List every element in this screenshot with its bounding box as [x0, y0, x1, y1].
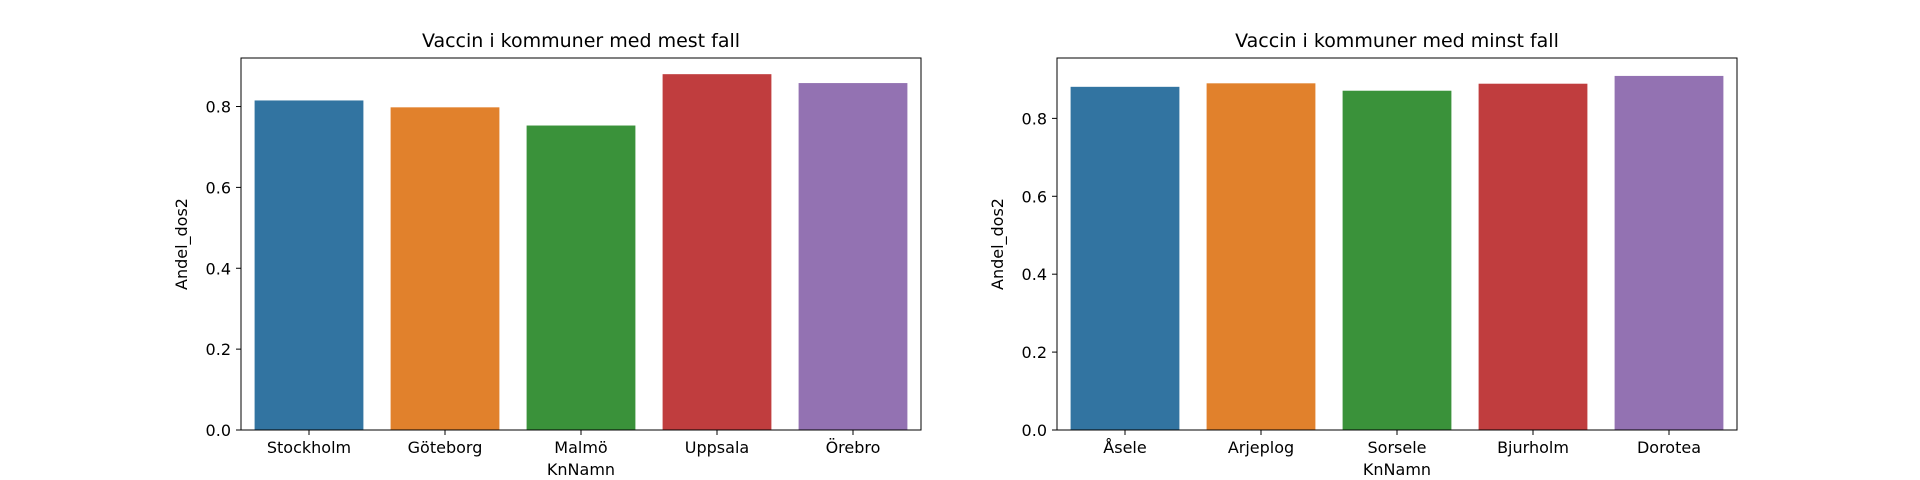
x-tick-label: Arjeplog: [1228, 438, 1294, 457]
bar-stockholm: [254, 100, 364, 431]
y-axis-label: Andel_dos2: [172, 198, 192, 290]
y-tick-label: 0.0: [1022, 421, 1047, 440]
y-tick-label: 0.4: [1022, 265, 1047, 284]
y-tick-label: 0.6: [1022, 187, 1047, 206]
y-tick-label: 0.2: [206, 340, 231, 359]
bar-dorotea: [1614, 75, 1724, 430]
chart-most-cases: Stockholm Göteborg Malmö Uppsala Örebro 0.0 0.…: [172, 30, 922, 479]
bar-arjeplog: [1206, 83, 1316, 431]
x-tick-label: Örebro: [826, 438, 881, 457]
y-tick-label: 0.4: [206, 259, 231, 278]
x-tick-label: Uppsala: [685, 438, 749, 457]
bar-uppsala: [662, 74, 772, 430]
chart-title: Vaccin i kommuner med minst fall: [1235, 30, 1559, 52]
bar-örebro: [798, 83, 908, 430]
x-tick-label: Stockholm: [267, 438, 351, 457]
y-tick-label: 0.0: [206, 421, 231, 440]
bar-sorsele: [1342, 90, 1452, 430]
chart-title: Vaccin i kommuner med mest fall: [422, 30, 740, 52]
chart-least-cases: Åsele Arjeplog Sorsele Bjurholm Dorotea 0.0 0.…: [988, 30, 1738, 479]
x-tick-label: Malmö: [554, 438, 607, 457]
y-tick-label: 0.6: [206, 178, 231, 197]
x-tick-label: Sorsele: [1368, 438, 1427, 457]
bar-åsele: [1070, 86, 1180, 430]
bar-bjurholm: [1478, 83, 1588, 431]
x-axis-label: KnNamn: [1363, 460, 1431, 479]
bar-göteborg: [390, 107, 500, 430]
bar-malmö: [526, 125, 636, 430]
y-tick-label: 0.8: [206, 98, 231, 117]
x-tick-label: Åsele: [1103, 438, 1146, 457]
y-tick-label: 0.8: [1022, 109, 1047, 128]
x-tick-label: Bjurholm: [1497, 438, 1569, 457]
y-tick-label: 0.2: [1022, 343, 1047, 362]
y-axis-label: Andel_dos2: [988, 198, 1008, 290]
x-axis-label: KnNamn: [547, 460, 615, 479]
x-tick-label: Dorotea: [1637, 438, 1701, 457]
x-tick-label: Göteborg: [408, 438, 483, 457]
